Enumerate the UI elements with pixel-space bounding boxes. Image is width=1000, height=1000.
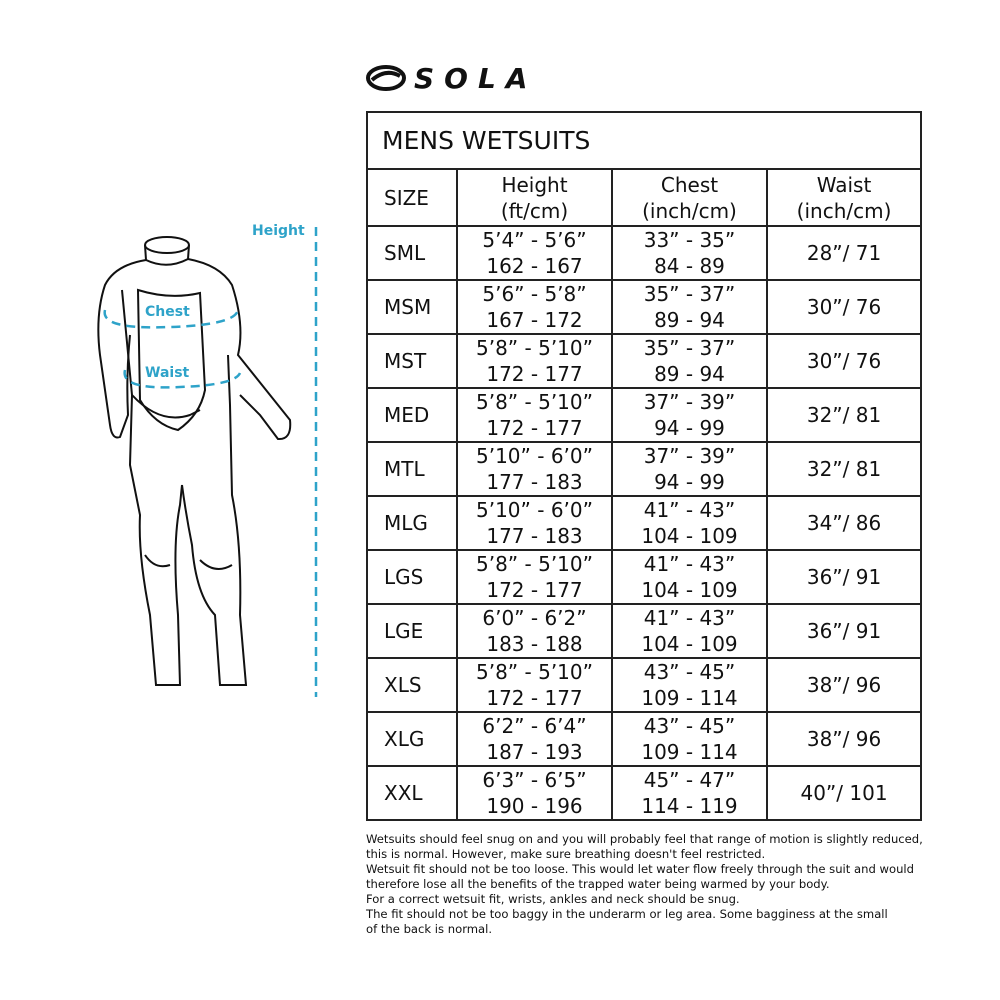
chest-cell: 37” - 39” 94 - 99 xyxy=(611,441,768,497)
size-cell: SML xyxy=(366,225,458,281)
table-row: XLG 6’2” - 6’4” 187 - 193 43” - 45” 109 - … xyxy=(366,711,923,767)
chest-cell: 33” - 35” 84 - 89 xyxy=(611,225,768,281)
height-cell: 6’2” - 6’4” 187 - 193 xyxy=(456,711,613,767)
note-line: this is normal. However, make sure breat… xyxy=(366,847,766,861)
size-cell: XLG xyxy=(366,711,458,767)
chest-cell: 45” - 47” 114 - 119 xyxy=(611,765,768,821)
note-line: Wetsuits should feel snug on and you wil… xyxy=(366,832,923,846)
table-row: MTL 5’10” - 6’0” 177 - 183 37” - 39” 94 - … xyxy=(366,441,923,497)
height-cell: 5’8” - 5’10” 172 - 177 xyxy=(456,549,613,605)
height-cell: 5’10” - 6’0” 177 - 183 xyxy=(456,441,613,497)
table-row: SML 5’4” - 5’6” 162 - 167 33” - 35” 84 - 8… xyxy=(366,225,923,281)
height-cell: 5’10” - 6’0” 177 - 183 xyxy=(456,495,613,551)
waist-cell: 40”/ 101 xyxy=(765,765,923,821)
size-chart-table: MENS WETSUITS SIZE Height (ft/cm) Chest (i… xyxy=(365,111,923,821)
table-row: LGE 6’0” - 6’2” 183 - 188 41” - 43” 104 - … xyxy=(366,603,923,659)
header-waist: Waist (inch/cm) xyxy=(765,168,923,227)
chest-cell: 41” - 43” 104 - 109 xyxy=(611,603,768,659)
waist-cell: 30”/ 76 xyxy=(765,333,923,389)
waist-cell: 30”/ 76 xyxy=(765,279,923,335)
height-cell: 5’8” - 5’10” 172 - 177 xyxy=(456,387,613,443)
height-cell: 6’3” - 6’5” 190 - 196 xyxy=(456,765,613,821)
height-cell: 5’8” - 5’10” 172 - 177 xyxy=(456,333,613,389)
chest-cell: 35” - 37” 89 - 94 xyxy=(611,333,768,389)
height-cell: 5’4” - 5’6” 162 - 167 xyxy=(456,225,613,281)
size-cell: LGS xyxy=(366,549,458,605)
note-line: Wetsuit fit should not be too loose. Thi… xyxy=(366,862,915,876)
size-cell: XXL xyxy=(366,765,458,821)
size-cell: MLG xyxy=(366,495,458,551)
size-cell: LGE xyxy=(366,603,458,659)
waist-cell: 36”/ 91 xyxy=(765,603,923,659)
waist-label: Waist xyxy=(145,365,190,381)
chest-cell: 37” - 39” 94 - 99 xyxy=(611,387,768,443)
height-label: Height xyxy=(252,223,305,239)
chest-cell: 41” - 43” 104 - 109 xyxy=(611,495,768,551)
height-cell: 5’6” - 5’8” 167 - 172 xyxy=(456,279,613,335)
waist-cell: 34”/ 86 xyxy=(765,495,923,551)
note-line: For a correct wetsuit fit, wrists, ankle… xyxy=(366,892,740,906)
height-cell: 6’0” - 6’2” 183 - 188 xyxy=(456,603,613,659)
fit-notes: Wetsuits should feel snug on and you wil… xyxy=(366,832,946,937)
size-cell: MSM xyxy=(366,279,458,335)
table-row: MST 5’8” - 5’10” 172 - 177 35” - 37” 89 - … xyxy=(366,333,923,389)
header-height: Height (ft/cm) xyxy=(456,168,613,227)
height-cell: 5’8” - 5’10” 172 - 177 xyxy=(456,657,613,713)
wetsuit-figure: Height Chest Waist xyxy=(60,215,350,715)
header-size: SIZE xyxy=(366,168,458,227)
table-row: XLS 5’8” - 5’10” 172 - 177 43” - 45” 109 -… xyxy=(366,657,923,713)
sola-logo: SOLA xyxy=(366,62,537,95)
chest-cell: 35” - 37” 89 - 94 xyxy=(611,279,768,335)
chest-cell: 43” - 45” 109 - 114 xyxy=(611,657,768,713)
waist-cell: 32”/ 81 xyxy=(765,441,923,497)
waist-cell: 36”/ 91 xyxy=(765,549,923,605)
size-cell: MTL xyxy=(366,441,458,497)
size-cell: MED xyxy=(366,387,458,443)
note-line: The fit should not be too baggy in the u… xyxy=(366,907,888,921)
table-row: MED 5’8” - 5’10” 172 - 177 37” - 39” 94 - … xyxy=(366,387,923,443)
waist-cell: 38”/ 96 xyxy=(765,711,923,767)
note-line: therefore lose all the benefits of the t… xyxy=(366,877,830,891)
chest-label: Chest xyxy=(145,304,190,320)
table-row: XXL 6’3” - 6’5” 190 - 196 45” - 47” 114 - … xyxy=(366,765,923,821)
waist-cell: 28”/ 71 xyxy=(765,225,923,281)
waist-cell: 38”/ 96 xyxy=(765,657,923,713)
header-row: SIZE Height (ft/cm) Chest (inch/cm) Waist(… xyxy=(366,168,923,227)
table-row: MLG 5’10” - 6’0” 177 - 183 41” - 43” 104 -… xyxy=(366,495,923,551)
table-title: MENS WETSUITS xyxy=(365,111,923,170)
chest-cell: 43” - 45” 109 - 114 xyxy=(611,711,768,767)
size-cell: MST xyxy=(366,333,458,389)
table-row: LGS 5’8” - 5’10” 172 - 177 41” - 43” 104 -… xyxy=(366,549,923,605)
chest-cell: 41” - 43” 104 - 109 xyxy=(611,549,768,605)
size-cell: XLS xyxy=(366,657,458,713)
table-row: MSM 5’6” - 5’8” 167 - 172 35” - 37” 89 - 9… xyxy=(366,279,923,335)
waist-cell: 32”/ 81 xyxy=(765,387,923,443)
header-chest: Chest (inch/cm) xyxy=(611,168,768,227)
logo-text: SOLA xyxy=(414,62,537,95)
wetsuit-outline-icon xyxy=(97,227,318,697)
note-line: of the back is normal. xyxy=(366,922,493,936)
